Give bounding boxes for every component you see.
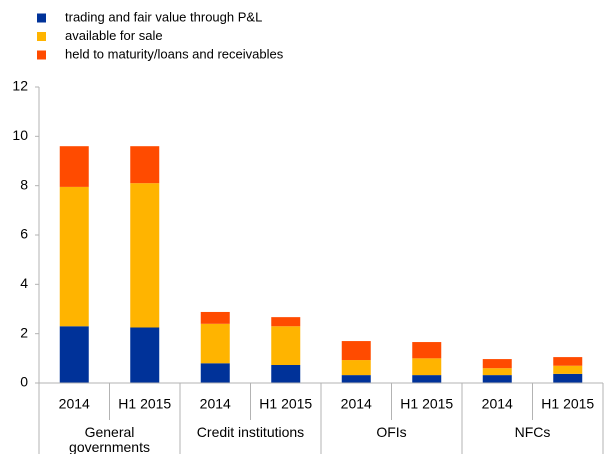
x-tick-label: H1 2015 <box>259 396 312 412</box>
bar-segment <box>130 146 160 184</box>
bar-segment <box>200 323 230 364</box>
group-label: Credit institutions <box>196 425 305 440</box>
y-tick-label: 4 <box>20 275 28 291</box>
y-tick-label: 6 <box>20 226 28 242</box>
bar-segment <box>553 365 583 374</box>
bar-segment <box>200 363 230 383</box>
group-label-box: General governments <box>69 425 150 454</box>
bar-segment <box>130 327 160 383</box>
group-label-box: OFIs <box>376 425 407 440</box>
y-tick-label: 2 <box>20 324 28 340</box>
bar-segment <box>553 373 583 383</box>
group-label: NFCs <box>514 425 551 440</box>
bar-segment <box>200 311 230 324</box>
y-tick-label: 0 <box>20 374 28 390</box>
bar-segment <box>59 186 89 327</box>
bar-segment <box>59 146 89 187</box>
bar-segment <box>271 326 301 365</box>
bar-segment <box>59 326 89 383</box>
y-tick-label: 12 <box>12 78 28 94</box>
group-label: General governments <box>69 425 150 454</box>
y-tick-label: 10 <box>12 127 28 143</box>
legend-label: available for sale <box>65 28 163 43</box>
legend-swatch <box>37 50 46 60</box>
bar-segment <box>412 358 442 376</box>
y-tick-label: 8 <box>20 176 28 192</box>
bar-segment <box>412 375 442 383</box>
x-tick-label: H1 2015 <box>118 396 171 412</box>
group-label-box: NFCs <box>514 425 551 440</box>
x-tick-label: 2014 <box>482 396 513 412</box>
group-label-box: Credit institutions <box>196 425 305 440</box>
x-tick-label: 2014 <box>59 396 90 412</box>
bar-segment <box>271 317 301 327</box>
bar-segment <box>130 183 160 328</box>
legend-swatch <box>37 13 46 23</box>
bar-segment <box>412 342 442 359</box>
group-label: OFIs <box>376 425 407 440</box>
legend-label: held to maturity/loans and receivables <box>65 46 284 61</box>
bar-segment <box>482 368 512 376</box>
legend-label: trading and fair value through P&L <box>65 9 262 24</box>
bar-segment <box>341 360 371 376</box>
bar-segment <box>271 364 301 383</box>
bar-segment <box>341 341 371 361</box>
x-tick-label: 2014 <box>200 396 231 412</box>
x-tick-label: H1 2015 <box>400 396 453 412</box>
bar-segment <box>482 375 512 383</box>
bar-segment <box>482 359 512 369</box>
bar-segment <box>553 357 583 366</box>
x-tick-label: 2014 <box>341 396 372 412</box>
x-tick-label: H1 2015 <box>541 396 594 412</box>
legend-swatch <box>37 32 46 41</box>
bar-segment <box>341 375 371 383</box>
